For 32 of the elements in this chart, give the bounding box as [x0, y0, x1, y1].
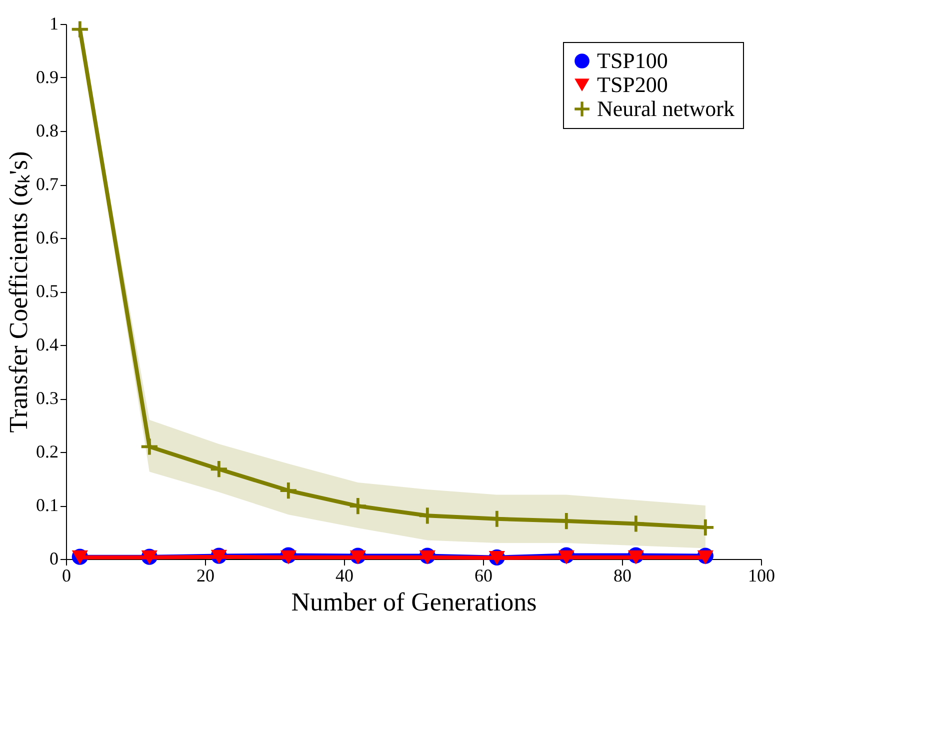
x-tick-label: 60: [474, 566, 492, 586]
point: [628, 550, 644, 564]
y-tick-label: 0.8: [36, 120, 58, 140]
y-tick-label: 0.9: [36, 67, 58, 87]
point: [697, 519, 714, 536]
y-tick-label: 0.7: [36, 174, 58, 194]
legend-label: TSP200: [597, 72, 668, 97]
y-tick-label: 0.6: [36, 228, 58, 248]
point: [210, 461, 227, 478]
legend-label: Neural network: [597, 96, 734, 121]
point: [141, 438, 158, 455]
point: [558, 550, 574, 564]
x-tick-label: 100: [748, 566, 775, 586]
y-tick-label: 0.1: [36, 495, 58, 515]
x-axis-title: Number of Generations: [291, 588, 537, 616]
x-tick-label: 80: [614, 566, 632, 586]
y-tick-label: 0.3: [36, 388, 58, 408]
legend-label: TSP100: [597, 48, 668, 73]
y-tick-label: 0.4: [36, 334, 58, 354]
x-tick-label: 40: [336, 566, 354, 586]
x-tick-label: 0: [62, 566, 71, 586]
x-tick-label: 20: [196, 566, 214, 586]
y-tick-label: 0.5: [36, 281, 58, 301]
point: [350, 498, 366, 514]
point: [280, 550, 296, 564]
point: [72, 21, 88, 38]
y-tick-label: 1: [50, 14, 58, 34]
point: [628, 516, 644, 532]
y-axis-title: Transfer Coefficients (αₖ's): [4, 151, 33, 433]
point: [280, 482, 296, 499]
y-tick-label: 0: [50, 548, 58, 568]
y-tick-label: 0.2: [36, 442, 58, 462]
